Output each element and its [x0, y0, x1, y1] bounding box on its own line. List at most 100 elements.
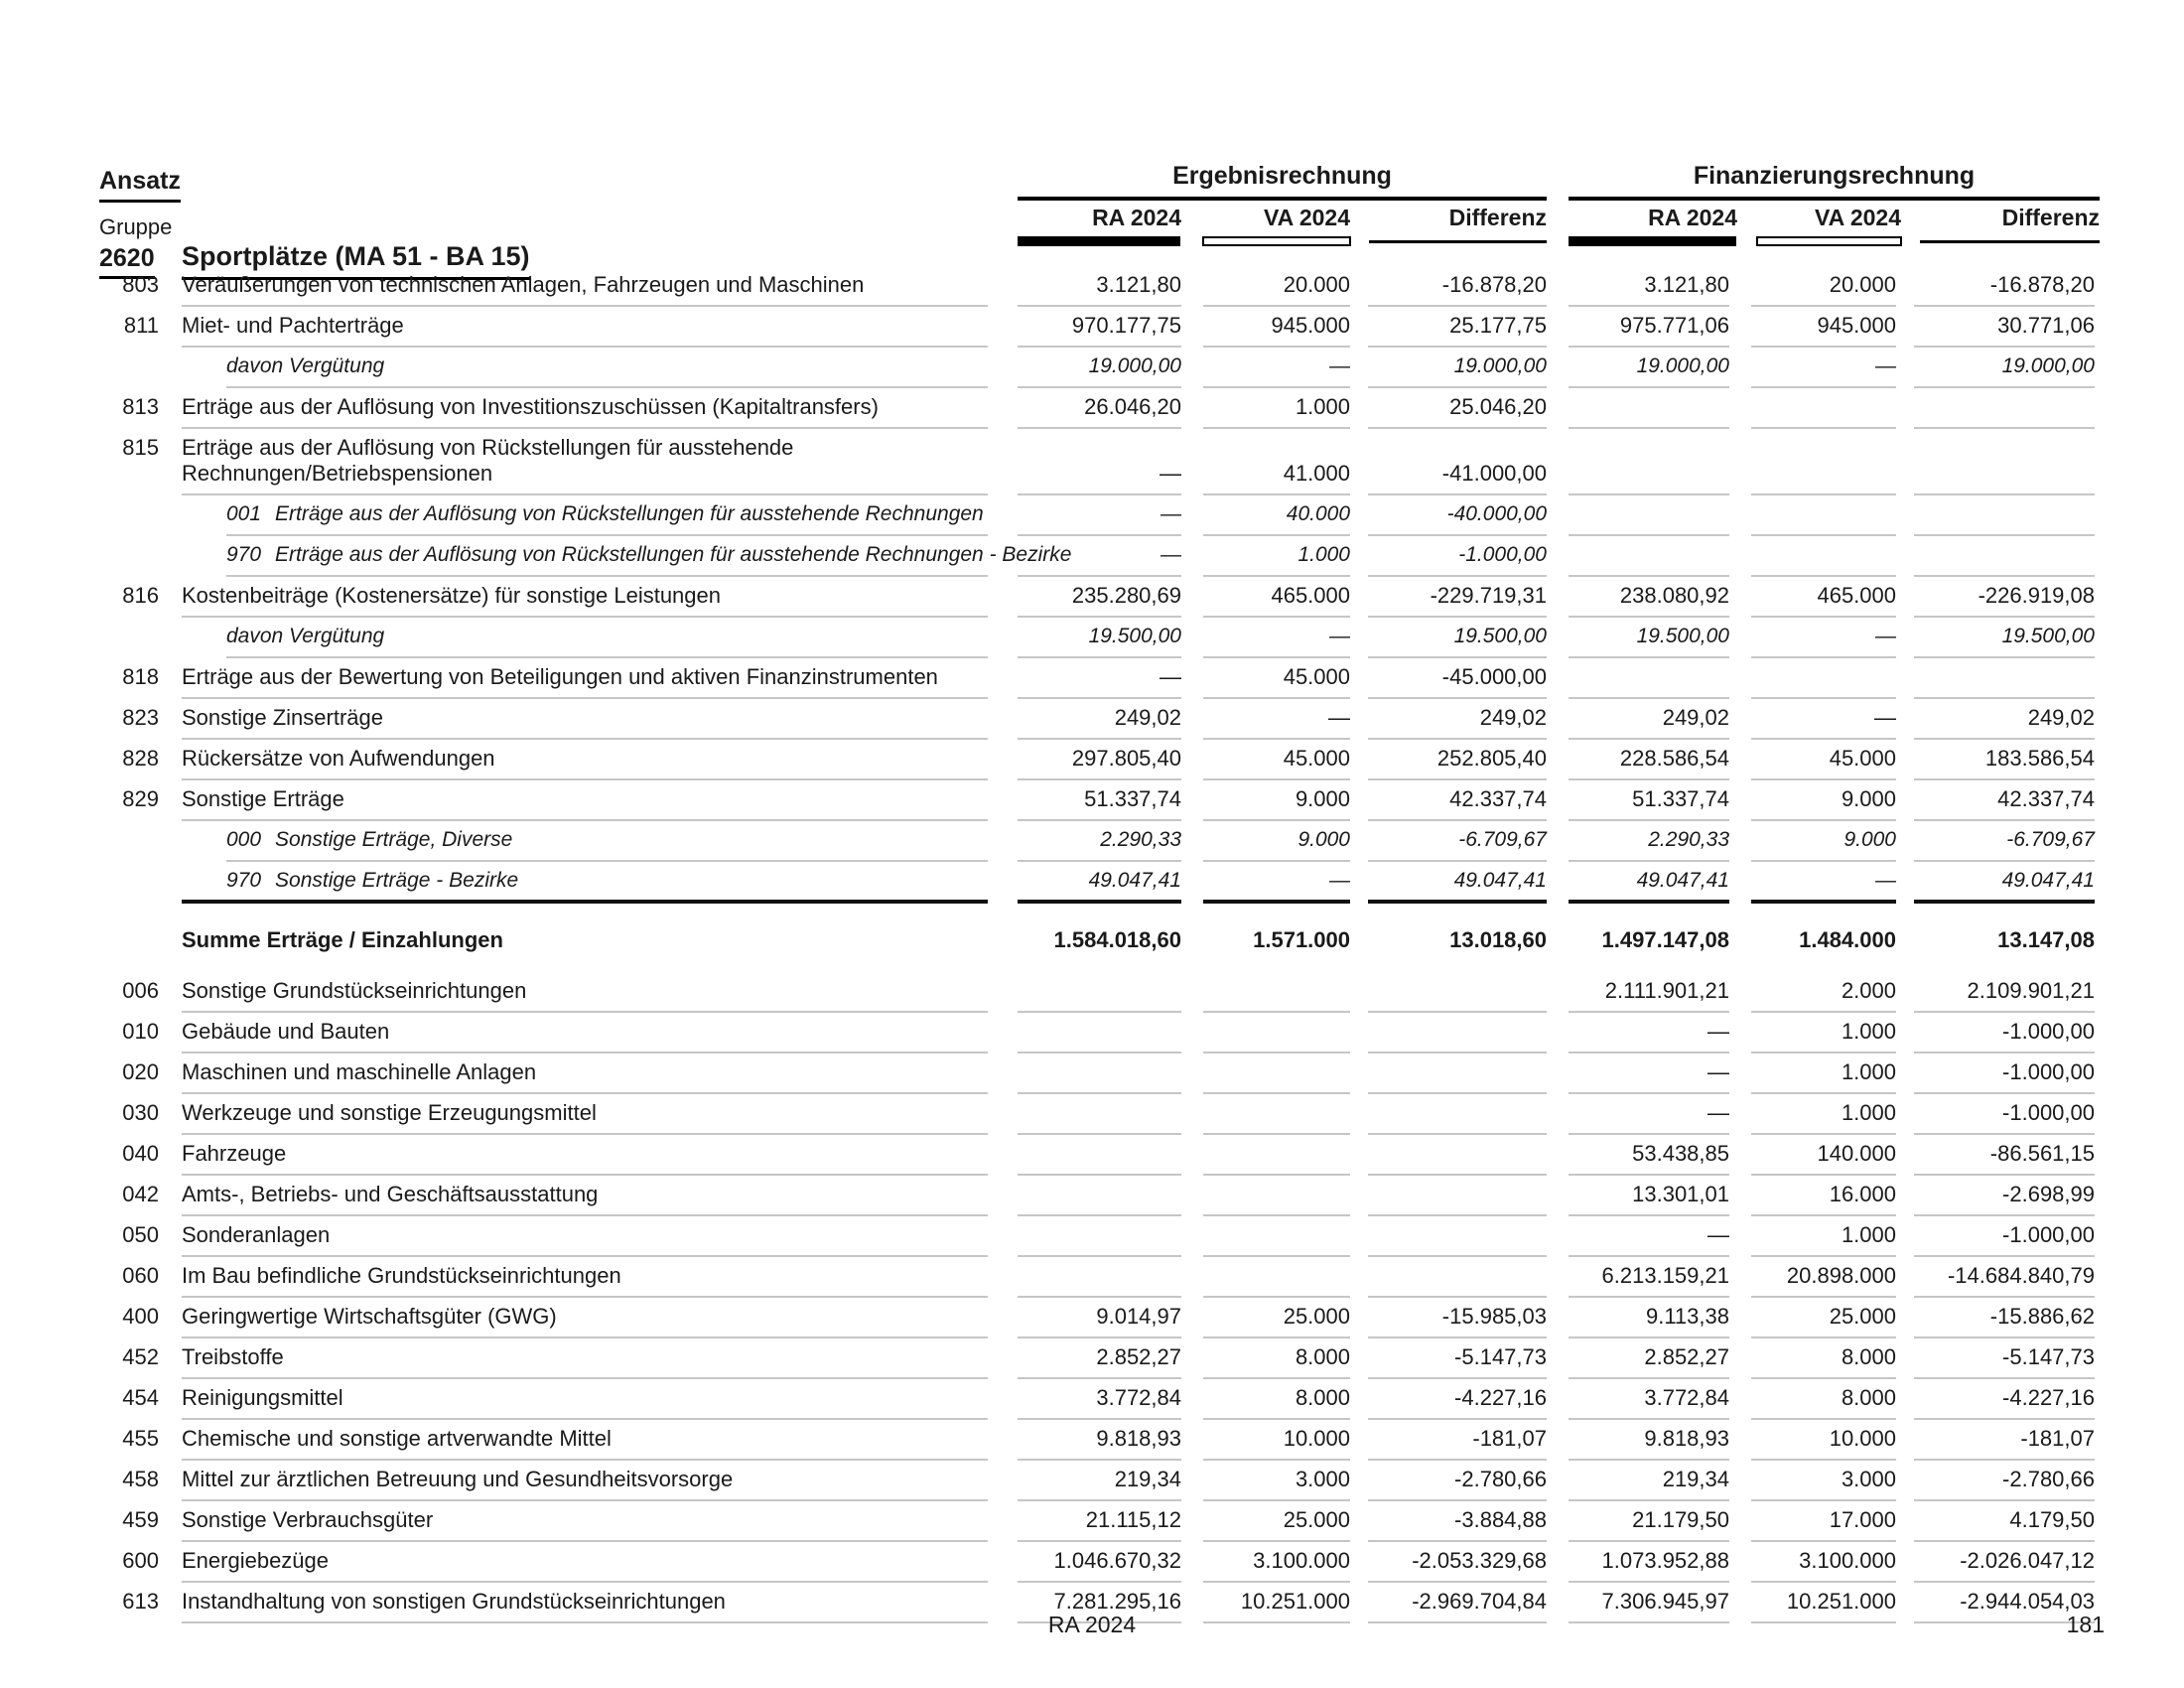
table-row: 010 Gebäude und Bauten — 1.000 -1.000,00	[99, 1013, 2103, 1054]
cell-fin-diff: -15.886,62	[1896, 1304, 2095, 1338]
row-label-text: Sonstige Zinserträge	[182, 705, 383, 730]
cell-fin-ra: 2.290,33	[1547, 827, 1729, 862]
row-code: 050	[122, 1222, 159, 1247]
cell-fin-va: 9.000	[1729, 827, 1896, 862]
footer-page-number: 181	[2066, 1612, 2105, 1637]
row-label-text: davon Vergütung	[226, 625, 385, 647]
table-row: 458 Mittel zur ärztlichen Betreuung und …	[99, 1461, 2103, 1501]
cell-erg-va: 1.571.000	[1253, 927, 1350, 952]
cell-fin-va: —	[1729, 624, 1896, 658]
cell-fin-va: 45.000	[1729, 746, 1896, 780]
cell-fin-va: 9.000	[1729, 786, 1896, 821]
cell-erg-va: 45.000	[1181, 664, 1350, 699]
cell-erg-diff: -229.719,31	[1350, 583, 1547, 618]
cell-erg-ra: —	[988, 542, 1181, 577]
row-label-text: Instandhaltung von sonstigen Grundstücks…	[182, 1589, 726, 1614]
cell-fin-diff	[1896, 394, 2095, 429]
cell-fin-ra: 3.121,80	[1547, 272, 1729, 307]
cell-erg-diff: 25.177,75	[1350, 313, 1547, 348]
cell-fin-ra: 53.438,85	[1547, 1141, 1729, 1176]
row-code: 452	[122, 1344, 159, 1369]
table-row: 600 Energiebezüge 1.046.670,32 3.100.000…	[99, 1542, 2103, 1583]
cell-fin-va	[1729, 542, 1896, 577]
row-label: Instandhaltung von sonstigen Grundstücks…	[182, 1589, 988, 1623]
cell-erg-diff: -2.053.329,68	[1350, 1548, 1547, 1583]
row-label: Erträge aus der Auflösung von Rückstellu…	[182, 435, 988, 495]
row-code: 400	[122, 1304, 159, 1329]
cell-erg-diff: -40.000,00	[1350, 501, 1547, 536]
row-label-line2: Rechnungen/Betriebspensionen	[182, 461, 493, 486]
cell-fin-ra	[1547, 501, 1729, 536]
row-label-text: Im Bau befindliche Grundstückseinrichtun…	[182, 1263, 621, 1288]
table-row: 042 Amts-, Betriebs- und Geschäftsaussta…	[99, 1176, 2103, 1216]
row-label: davon Vergütung	[182, 353, 988, 388]
cell-fin-va: 2.000	[1729, 978, 1896, 1013]
row-label: Sonstige Grundstückseinrichtungen	[182, 978, 988, 1013]
cell-erg-ra: 51.337,74	[988, 786, 1181, 821]
cell-fin-diff: 249,02	[1896, 705, 2095, 740]
cell-fin-ra	[1547, 664, 1729, 699]
cell-erg-ra: 219,34	[988, 1467, 1181, 1501]
cell-fin-va: 1.000	[1729, 1059, 1896, 1094]
row-code: 816	[122, 583, 159, 608]
cell-fin-va	[1729, 664, 1896, 699]
table-row: 050 Sonderanlagen — 1.000 -1.000,00	[99, 1216, 2103, 1257]
row-label: 970 Sonstige Erträge - Bezirke	[182, 868, 988, 904]
cell-erg-ra: —	[988, 501, 1181, 536]
group-rule	[1569, 197, 2100, 201]
row-code: 828	[122, 746, 159, 771]
cell-fin-ra: 219,34	[1547, 1467, 1729, 1501]
table-row: 001 Erträge aus der Auflösung von Rückste…	[99, 495, 2103, 536]
cell-erg-ra	[988, 1100, 1181, 1135]
table-row: Summe Erträge / Einzahlungen 1.584.018,6…	[99, 921, 2103, 960]
row-label: Erträge aus der Bewertung von Beteiligun…	[182, 664, 988, 699]
row-subcode: 000	[226, 828, 262, 851]
row-label: Rückersätze von Aufwendungen	[182, 746, 988, 780]
cell-erg-diff: -6.709,67	[1350, 827, 1547, 862]
row-label-text: Maschinen und maschinelle Anlagen	[182, 1059, 537, 1084]
ra-legend-bar	[1018, 236, 1180, 246]
cell-erg-va	[1181, 1059, 1350, 1094]
row-code: 010	[122, 1019, 159, 1044]
cell-fin-ra: 21.179,50	[1547, 1507, 1729, 1542]
cell-erg-va: 41.000	[1181, 461, 1350, 495]
cell-fin-diff: -16.878,20	[1896, 272, 2095, 307]
row-code: 042	[122, 1182, 159, 1206]
column-group-ergebnisrechnung: Ergebnisrechnung RA 2024 VA 2024 Differe…	[1018, 162, 1547, 247]
gruppe-title: Sportplätze (MA 51 - BA 15)	[182, 241, 530, 280]
row-label-text: Erträge aus der Bewertung von Beteiligun…	[182, 664, 938, 689]
cell-erg-va: 40.000	[1181, 501, 1350, 536]
va-legend-bar	[1201, 236, 1352, 246]
table-row: 454 Reinigungsmittel 3.772,84 8.000 -4.2…	[99, 1379, 2103, 1420]
row-code: 829	[122, 786, 159, 811]
table-row: 000 Sonstige Erträge, Diverse 2.290,33 9.…	[99, 821, 2103, 862]
row-label-text: Amts-, Betriebs- und Geschäftsausstattun…	[182, 1182, 599, 1206]
table-row: 803 Veräußerungen von technischen Anlage…	[99, 266, 2103, 307]
cell-erg-ra: 1.046.670,32	[988, 1548, 1181, 1583]
cell-erg-va	[1181, 1222, 1350, 1257]
cell-erg-diff: 249,02	[1350, 705, 1547, 740]
row-label: Mittel zur ärztlichen Betreuung und Gesu…	[182, 1467, 988, 1501]
cell-fin-va	[1729, 461, 1896, 495]
cell-fin-diff: 19.000,00	[1896, 353, 2095, 388]
cell-fin-diff: -86.561,15	[1896, 1141, 2095, 1176]
row-label: Maschinen und maschinelle Anlagen	[182, 1059, 988, 1094]
row-label: Sonstige Erträge	[182, 786, 988, 821]
cell-fin-diff: 13.147,08	[1997, 927, 2095, 952]
cell-erg-va	[1181, 1141, 1350, 1176]
row-label-text: Werkzeuge und sonstige Erzeugungsmittel	[182, 1100, 597, 1125]
cell-erg-diff: -2.969.704,84	[1350, 1589, 1547, 1623]
row-label-text: Sonderanlagen	[182, 1222, 331, 1247]
cell-erg-va	[1181, 1263, 1350, 1298]
row-label-text: Sonstige Erträge - Bezirke	[275, 869, 519, 892]
table-row: 828 Rückersätze von Aufwendungen 297.805…	[99, 740, 2103, 780]
row-code: 600	[122, 1548, 159, 1573]
cell-fin-va: 465.000	[1729, 583, 1896, 618]
row-label: Reinigungsmittel	[182, 1385, 988, 1420]
row-code: 803	[122, 272, 159, 297]
cell-fin-va: —	[1729, 868, 1896, 904]
cell-fin-va: 1.000	[1729, 1222, 1896, 1257]
cell-fin-ra: —	[1547, 1100, 1729, 1135]
cell-erg-va: —	[1181, 705, 1350, 740]
cell-erg-va: 1.000	[1181, 542, 1350, 577]
